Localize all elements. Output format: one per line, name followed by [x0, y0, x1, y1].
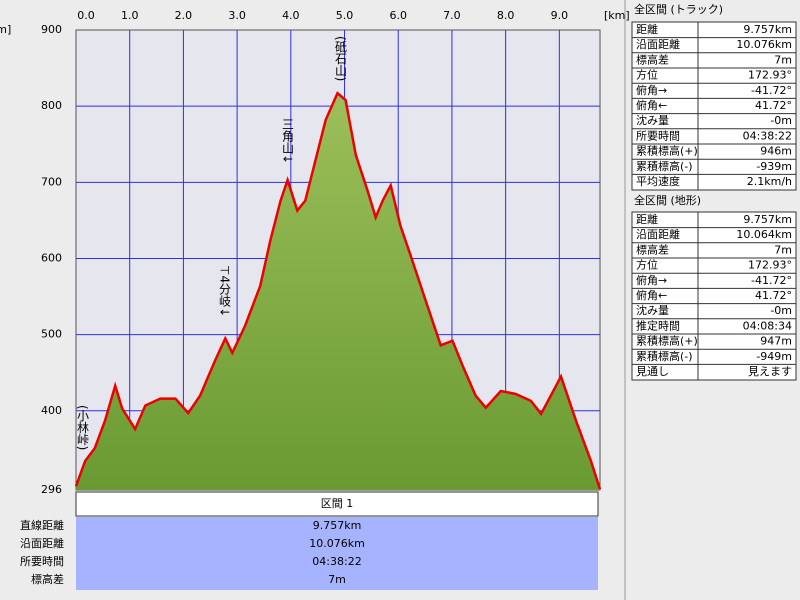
y-tick-label: 600	[41, 251, 62, 264]
annotation: 三角山↓	[281, 118, 295, 164]
elevation-area	[76, 93, 600, 490]
row-value: 9.757km	[743, 23, 792, 36]
row-label: 沿面距離	[20, 536, 64, 550]
x-tick-label: 9.0	[551, 9, 569, 22]
annotation: ⊤4分岐↓	[218, 265, 232, 317]
terrain-table	[631, 211, 797, 381]
row-label: 累積標高(+)	[636, 334, 698, 348]
row-value: -939m	[756, 160, 792, 173]
section-body	[76, 517, 598, 590]
annotation: (小林峠)	[76, 405, 90, 450]
row-label: 俯角→	[636, 83, 667, 97]
row-value: 2.1km/h	[747, 175, 792, 188]
section-header-cell	[75, 491, 599, 517]
row-label: 方位	[636, 258, 658, 272]
x-tick-label: 4.0	[282, 9, 300, 22]
row-value: 946m	[760, 145, 792, 158]
row-label: 標高差	[636, 52, 669, 66]
panel-title: 全区間 (地形)	[634, 193, 701, 207]
row-value: 10.064km	[736, 228, 792, 241]
row-label: 累積標高(-)	[636, 159, 693, 173]
x-tick-label: 1.0	[121, 9, 139, 22]
row-value: 9.757km	[743, 213, 792, 226]
row-value: -0m	[770, 114, 792, 127]
y-tick-label: 296	[41, 483, 62, 496]
row-value: -949m	[756, 350, 792, 363]
row-label: 俯角←	[636, 98, 667, 112]
row-value: 04:38:22	[312, 555, 361, 568]
x-tick-label: 8.0	[497, 9, 515, 22]
x-tick-label: 5.0	[336, 9, 354, 22]
y-tick-label: 700	[41, 175, 62, 188]
row-value: -0m	[770, 304, 792, 317]
row-label: 標高差	[636, 242, 669, 256]
row-label: 見通し	[636, 365, 669, 378]
row-value: 7m	[328, 573, 346, 586]
row-value: 04:08:34	[743, 319, 792, 332]
y-tick-label: 800	[41, 99, 62, 112]
row-label: 沿面距離	[636, 37, 680, 51]
x-tick-label: 2.0	[175, 9, 193, 22]
row-label: 累積標高(+)	[636, 144, 698, 158]
elevation-line	[74, 91, 602, 490]
x-tick-label: 7.0	[443, 9, 461, 22]
row-value: 41.72°	[755, 289, 792, 302]
row-value: -41.72°	[751, 84, 792, 97]
x-tick-label: 0.0	[77, 9, 95, 22]
row-label: 所要時間	[636, 129, 680, 142]
row-label: 標高差	[31, 572, 64, 586]
row-value: 見えます	[748, 365, 792, 378]
row-label: 推定時間	[636, 318, 680, 332]
x-unit: [km]	[604, 9, 630, 22]
row-label: 直線距離	[20, 518, 64, 532]
row-label: 俯角←	[636, 288, 667, 302]
row-label: 沈み量	[636, 113, 669, 127]
row-value: 04:38:22	[743, 129, 792, 142]
annotation: (砥石山)	[334, 36, 348, 81]
row-value: 41.72°	[755, 99, 792, 112]
y-tick-label: 400	[41, 404, 62, 417]
row-value: 947m	[760, 335, 792, 348]
row-value: 10.076km	[309, 537, 365, 550]
row-value: 9.757km	[313, 519, 362, 532]
x-tick-label: 6.0	[389, 9, 407, 22]
row-value: 10.076km	[736, 38, 792, 51]
row-label: 所要時間	[20, 555, 64, 568]
panel-title: 全区間 (トラック)	[634, 2, 723, 16]
x-tick-label: 3.0	[228, 9, 246, 22]
row-label: 距離	[636, 22, 658, 36]
y-tick-label: 500	[41, 328, 62, 341]
row-label: 沈み量	[636, 303, 669, 317]
row-value: 7m	[774, 243, 792, 256]
row-value: 172.93°	[748, 259, 792, 272]
track-table	[631, 21, 797, 191]
row-value: -41.72°	[751, 274, 792, 287]
section-header: 区間 1	[321, 497, 354, 510]
row-label: 累積標高(-)	[636, 349, 693, 363]
row-label: 俯角→	[636, 273, 667, 287]
row-label: 距離	[636, 212, 658, 226]
row-value: 7m	[774, 53, 792, 66]
y-unit: [m]	[0, 23, 11, 36]
row-label: 平均速度	[636, 174, 680, 188]
row-value: 172.93°	[748, 69, 792, 82]
row-label: 方位	[636, 68, 658, 82]
row-label: 沿面距離	[636, 227, 680, 241]
y-tick-label: 900	[41, 23, 62, 36]
